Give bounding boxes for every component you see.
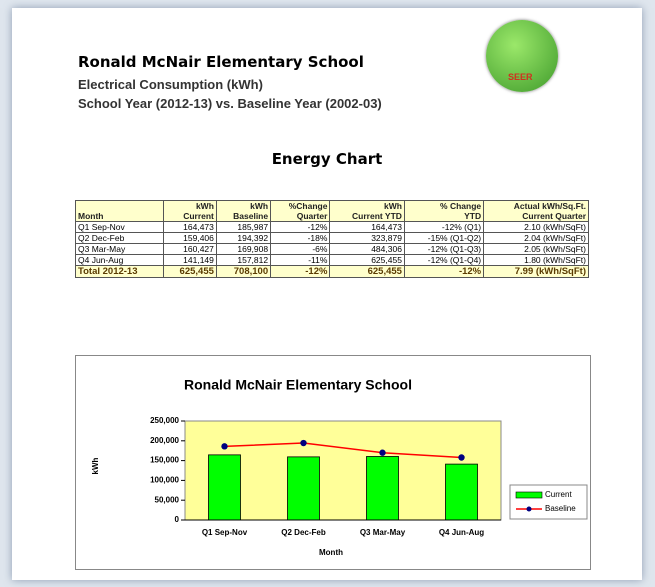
y-tick-label: 0 [175, 515, 180, 524]
cell: -18% [270, 232, 331, 244]
cell: 185,987 [215, 221, 272, 233]
bar [208, 454, 241, 521]
page: Ronald McNair Elementary School Electric… [12, 8, 642, 580]
header-cell: kWh Current [162, 200, 217, 222]
cell: 484,306 [329, 243, 405, 255]
total-cell: 7.99 (kWh/SqFt) [483, 265, 589, 278]
cell: 2.04 (kWh/SqFt) [483, 232, 589, 244]
cell: Q4 Jun-Aug [75, 254, 164, 266]
header-text: YTD [464, 211, 482, 221]
header-text: kWh [383, 201, 402, 211]
y-tick-label: 200,000 [150, 436, 179, 445]
header-cell: kWh Baseline [215, 200, 272, 222]
header-cell: Actual kWh/Sq.Ft. Current Quarter [483, 200, 589, 222]
marker [221, 443, 228, 450]
cell: 625,455 [329, 254, 405, 266]
marker [458, 454, 465, 461]
energy-table: Month kWh Current kWh Baseline %Change Quarter… [75, 200, 589, 278]
header-cell: Month [75, 200, 164, 222]
header-text: Current Quarter [522, 211, 586, 221]
data-row: Q2 Dec-Feb 159,406 194,392 -18% 323,879 -15% … [75, 232, 589, 244]
section-title: Energy Chart [271, 150, 383, 168]
cell: -15% (Q1-Q2) [403, 232, 485, 244]
header-text: Quarter [296, 211, 328, 221]
header-text: Month [78, 211, 104, 221]
cell: 159,406 [162, 232, 217, 244]
bar [445, 463, 478, 521]
title: Ronald McNair Elementary School [78, 53, 364, 71]
x-tick-label: Q2 Dec-Feb [281, 528, 326, 537]
y-tick-label: 150,000 [150, 456, 179, 465]
legend-box [509, 484, 588, 520]
header-text: Current [183, 211, 214, 221]
cell: -12% [270, 221, 331, 233]
cell: 2.05 (kWh/SqFt) [483, 243, 589, 255]
cell: -12% (Q1) [403, 221, 485, 233]
total-cell: 708,100 [215, 265, 272, 278]
x-tick-label: Q1 Sep-Nov [202, 528, 248, 537]
marker [379, 449, 386, 456]
header-text: Actual kWh/Sq.Ft. [513, 201, 586, 211]
logo-text: SEER [508, 72, 533, 82]
total-cell: -12% [270, 265, 331, 278]
header-text: Baseline [233, 211, 269, 221]
legend-swatch [515, 491, 543, 499]
cell: -11% [270, 254, 331, 266]
comparison: School Year (2012-13) vs. Baseline Year … [78, 96, 382, 111]
cell: -6% [270, 243, 331, 255]
header-cell: % Change YTD [403, 200, 485, 222]
cell: 169,908 [215, 243, 272, 255]
cell: 164,473 [162, 221, 217, 233]
header-text: %Change [288, 201, 328, 211]
cell: 1.80 (kWh/SqFt) [483, 254, 589, 266]
y-tick-label: 50,000 [155, 495, 180, 504]
header-text: % Change [440, 201, 482, 211]
logo: SEER [486, 20, 558, 92]
cell: 141,149 [162, 254, 217, 266]
cell: 164,473 [329, 221, 405, 233]
x-tick-label: Q4 Jun-Aug [439, 528, 484, 537]
bar [287, 456, 320, 521]
cell: 323,879 [329, 232, 405, 244]
y-tick-label: 100,000 [150, 476, 179, 485]
cell: Q3 Mar-May [75, 243, 164, 255]
data-row: Q1 Sep-Nov 164,473 185,987 -12% 164,473 -12% … [75, 221, 589, 233]
x-tick-label: Q3 Mar-May [360, 528, 406, 537]
y-axis-label: kWh [91, 457, 100, 474]
total-cell: 625,455 [329, 265, 405, 278]
chart-frame: Ronald McNair Elementary School Month kW… [75, 355, 591, 570]
line [224, 442, 462, 459]
cell: 157,812 [215, 254, 272, 266]
legend-marker [526, 506, 532, 512]
header-text: kWh [250, 201, 269, 211]
bar [366, 456, 399, 521]
data-row: Q3 Mar-May 160,427 169,908 -6% 484,306 -12% (… [75, 243, 589, 255]
cell: 2.10 (kWh/SqFt) [483, 221, 589, 233]
header-cell: %Change Quarter [270, 200, 331, 222]
total-cell: 625,455 [162, 265, 217, 278]
total-cell: -12% [403, 265, 485, 278]
cell: 194,392 [215, 232, 272, 244]
header-row: Month kWh Current kWh Baseline %Change Quarter… [75, 200, 589, 222]
cell: 160,427 [162, 243, 217, 255]
cell: -12% (Q1-Q3) [403, 243, 485, 255]
total-cell: Total 2012-13 [75, 265, 164, 278]
cell: Q1 Sep-Nov [75, 221, 164, 233]
data-row: Q4 Jun-Aug 141,149 157,812 -11% 625,455 -12% … [75, 254, 589, 266]
chart-title: Ronald McNair Elementary School [184, 377, 412, 393]
subtitle: Electrical Consumption (kWh) [78, 77, 263, 92]
chart: Ronald McNair Elementary School Month kW… [91, 377, 588, 557]
x-axis-label: Month [319, 548, 343, 557]
total-row: Total 2012-13 625,455 708,100 -12% 625,455 -1… [75, 265, 589, 278]
cell: -12% (Q1-Q4) [403, 254, 485, 266]
marker [300, 439, 307, 447]
header-cell: kWh Current YTD [329, 200, 405, 222]
y-tick-label: 250,000 [150, 416, 179, 425]
legend-label: Baseline [545, 504, 576, 513]
legend-label: Current [545, 490, 572, 499]
cell: Q2 Dec-Feb [75, 232, 164, 244]
header-text: Current YTD [352, 211, 402, 221]
header-text: kWh [195, 201, 214, 211]
